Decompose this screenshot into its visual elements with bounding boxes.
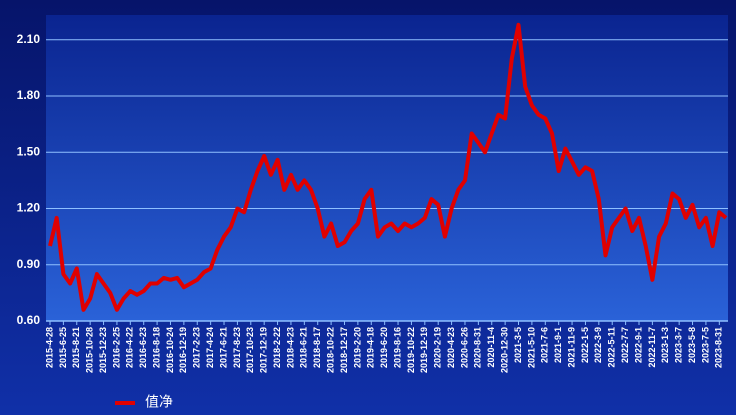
x-tick-label: 2018-10-22 bbox=[325, 327, 335, 373]
x-tick-label: 2021-9-1 bbox=[553, 327, 563, 363]
x-tick-label: 2020-8-31 bbox=[473, 327, 483, 368]
x-tick-label: 2017-6-21 bbox=[218, 327, 228, 368]
x-tick-label: 2023-7-5 bbox=[700, 327, 710, 363]
x-tick-label: 2015-6-25 bbox=[58, 327, 68, 368]
x-tick-label: 2020-11-4 bbox=[486, 327, 496, 368]
y-tick-label: 2.10 bbox=[17, 32, 41, 46]
x-tick-label: 2019-6-20 bbox=[379, 327, 389, 368]
x-tick-label: 2023-8-31 bbox=[714, 327, 724, 368]
x-tick-label: 2015-12-23 bbox=[98, 327, 108, 373]
x-tick-label: 2022-11-7 bbox=[647, 327, 657, 368]
x-tick-label: 2019-4-18 bbox=[366, 327, 376, 368]
y-tick-label: 0.60 bbox=[17, 313, 41, 327]
x-tick-label: 2016-10-24 bbox=[165, 327, 175, 373]
x-tick-label: 2022-1-5 bbox=[580, 327, 590, 363]
x-tick-label: 2017-10-23 bbox=[245, 327, 255, 373]
x-tick-label: 2017-8-23 bbox=[232, 327, 242, 368]
x-tick-label: 2020-2-19 bbox=[433, 327, 443, 368]
x-tick-label: 2021-3-5 bbox=[513, 327, 523, 363]
x-tick-label: 2018-6-21 bbox=[299, 327, 309, 368]
x-tick-label: 2022-5-11 bbox=[607, 327, 617, 368]
y-tick-label: 1.50 bbox=[17, 144, 41, 158]
x-tick-label: 2019-10-22 bbox=[406, 327, 416, 373]
x-tick-label: 2023-5-8 bbox=[687, 327, 697, 363]
x-tick-label: 2019-8-16 bbox=[392, 327, 402, 368]
x-tick-label: 2021-5-10 bbox=[526, 327, 536, 368]
x-tick-label: 2022-3-9 bbox=[593, 327, 603, 363]
x-tick-label: 2016-2-25 bbox=[111, 327, 121, 368]
x-tick-label: 2017-2-23 bbox=[192, 327, 202, 368]
x-tick-label: 2016-12-19 bbox=[178, 327, 188, 373]
x-tick-label: 2022-9-1 bbox=[633, 327, 643, 363]
x-tick-label: 2022-7-7 bbox=[620, 327, 630, 363]
x-tick-label: 2016-4-22 bbox=[125, 327, 135, 368]
x-tick-label: 2015-10-28 bbox=[85, 327, 95, 373]
x-tick-label: 2023-3-7 bbox=[674, 327, 684, 363]
x-tick-label: 2018-4-23 bbox=[285, 327, 295, 368]
y-tick-label: 0.90 bbox=[17, 257, 41, 271]
x-tick-label: 2020-12-30 bbox=[500, 327, 510, 373]
x-tick-label: 2018-12-17 bbox=[339, 327, 349, 373]
x-tick-label: 2019-2-20 bbox=[352, 327, 362, 368]
x-tick-label: 2021-7-6 bbox=[540, 327, 550, 363]
x-tick-label: 2017-12-19 bbox=[259, 327, 269, 373]
x-tick-label: 2020-4-23 bbox=[446, 327, 456, 368]
plot-area bbox=[46, 15, 728, 321]
legend: 值净 bbox=[115, 394, 173, 410]
x-tick-label: 2021-11-9 bbox=[566, 327, 576, 368]
x-tick-label: 2016-6-23 bbox=[138, 327, 148, 368]
x-tick-label: 2023-1-3 bbox=[660, 327, 670, 363]
x-tick-label: 2020-6-26 bbox=[459, 327, 469, 368]
y-tick-label: 1.20 bbox=[17, 201, 41, 215]
x-tick-label: 2019-12-19 bbox=[419, 327, 429, 373]
x-tick-label: 2015-4-28 bbox=[44, 327, 54, 368]
x-tick-label: 2017-4-24 bbox=[205, 327, 215, 368]
y-tick-label: 1.80 bbox=[17, 88, 41, 102]
x-tick-label: 2018-2-22 bbox=[272, 327, 282, 368]
legend-label: 值净 bbox=[145, 394, 173, 410]
line-series bbox=[48, 22, 728, 312]
x-tick-label: 2016-8-18 bbox=[151, 327, 161, 368]
x-tick-label: 2018-8-17 bbox=[312, 327, 322, 368]
x-tick-label: 2015-8-21 bbox=[71, 327, 81, 368]
